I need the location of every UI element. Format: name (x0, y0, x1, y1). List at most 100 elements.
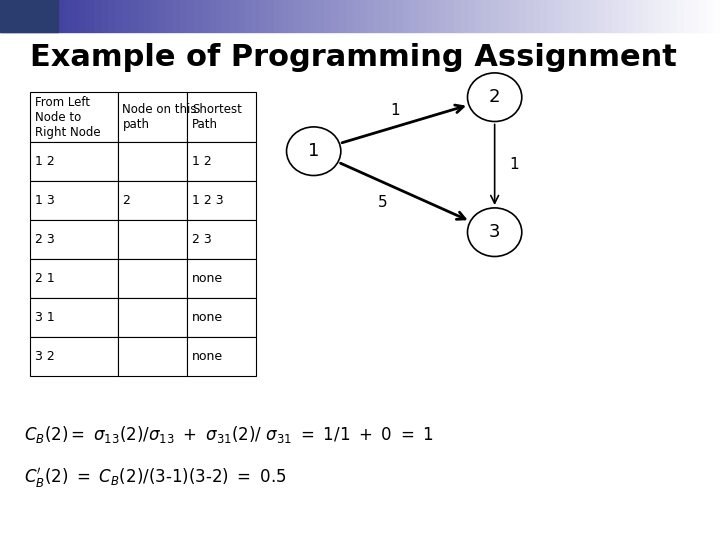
Bar (634, 0, 641, 32)
Bar (266, 0, 274, 32)
Bar (117, 298, 187, 337)
Text: 2 3: 2 3 (35, 233, 55, 246)
Bar (94, 0, 101, 32)
Bar (677, 0, 684, 32)
Bar (30, 92, 117, 143)
Bar (418, 0, 425, 32)
Bar (691, 0, 698, 32)
Text: 1: 1 (390, 103, 400, 118)
Bar (518, 0, 526, 32)
Bar (36, 0, 43, 32)
Text: Node on this
path: Node on this path (122, 103, 197, 131)
Bar (706, 0, 713, 32)
Bar (230, 0, 238, 32)
Bar (50, 0, 58, 32)
Bar (454, 0, 461, 32)
Bar (86, 0, 94, 32)
Bar (259, 0, 266, 32)
Bar (439, 0, 446, 32)
Bar (30, 220, 117, 259)
Text: Example of Programming Assignment: Example of Programming Assignment (30, 43, 677, 72)
Bar (22, 0, 29, 32)
Bar (281, 0, 288, 32)
Bar (209, 0, 216, 32)
Text: $C_B(2)=\ \sigma_{13}(2)/\sigma_{13}\ +\ \sigma_{31}(2)/\ \sigma_{31}\ =\ 1/1\ +: $C_B(2)=\ \sigma_{13}(2)/\sigma_{13}\ +\… (24, 424, 434, 445)
Bar (117, 259, 187, 298)
Text: 1: 1 (308, 142, 320, 160)
Bar (432, 0, 439, 32)
Bar (497, 0, 504, 32)
Bar (547, 0, 554, 32)
Bar (403, 0, 410, 32)
Bar (72, 0, 79, 32)
Bar (122, 0, 130, 32)
Bar (79, 0, 86, 32)
Bar (605, 0, 612, 32)
Bar (619, 0, 626, 32)
Bar (353, 0, 360, 32)
Circle shape (287, 127, 341, 176)
Bar (475, 0, 482, 32)
Bar (65, 0, 72, 32)
Bar (382, 0, 389, 32)
Bar (389, 0, 396, 32)
Bar (187, 220, 256, 259)
Text: none: none (192, 272, 223, 285)
Text: 1 2: 1 2 (35, 156, 55, 168)
Bar (202, 0, 209, 32)
Bar (194, 0, 202, 32)
Text: 1 2 3: 1 2 3 (192, 194, 223, 207)
Bar (533, 0, 540, 32)
Bar (187, 0, 194, 32)
Bar (562, 0, 569, 32)
Bar (117, 181, 187, 220)
Bar (43, 0, 50, 32)
Text: 2 1: 2 1 (35, 272, 55, 285)
Text: 2: 2 (489, 88, 500, 106)
Bar (223, 0, 230, 32)
Bar (295, 0, 302, 32)
Bar (130, 0, 137, 32)
Bar (360, 0, 367, 32)
Bar (302, 0, 310, 32)
Bar (30, 298, 117, 337)
Bar (274, 0, 281, 32)
Bar (338, 0, 346, 32)
Circle shape (467, 73, 522, 122)
Text: From Left
Node to
Right Node: From Left Node to Right Node (35, 96, 101, 139)
Bar (540, 0, 547, 32)
Text: 3 2: 3 2 (35, 350, 55, 363)
Bar (14, 0, 22, 32)
Bar (612, 0, 619, 32)
Bar (0, 0, 58, 32)
Bar (117, 337, 187, 376)
Bar (324, 0, 331, 32)
Bar (583, 0, 590, 32)
Bar (187, 181, 256, 220)
Text: none: none (192, 311, 223, 324)
Bar (684, 0, 691, 32)
Bar (396, 0, 403, 32)
Bar (7, 0, 14, 32)
Text: 1 2: 1 2 (192, 156, 212, 168)
Bar (367, 0, 374, 32)
Bar (166, 0, 173, 32)
Bar (144, 0, 151, 32)
Circle shape (467, 208, 522, 256)
Bar (576, 0, 583, 32)
Bar (590, 0, 598, 32)
Bar (187, 298, 256, 337)
Bar (30, 143, 117, 181)
Bar (158, 0, 166, 32)
Text: Shortest
Path: Shortest Path (192, 103, 242, 131)
Bar (374, 0, 382, 32)
Text: 2: 2 (122, 194, 130, 207)
Bar (713, 0, 720, 32)
Bar (245, 0, 252, 32)
Bar (58, 0, 65, 32)
Bar (425, 0, 432, 32)
Text: 2 3: 2 3 (192, 233, 212, 246)
Bar (238, 0, 245, 32)
Text: 3: 3 (489, 223, 500, 241)
Bar (137, 0, 144, 32)
